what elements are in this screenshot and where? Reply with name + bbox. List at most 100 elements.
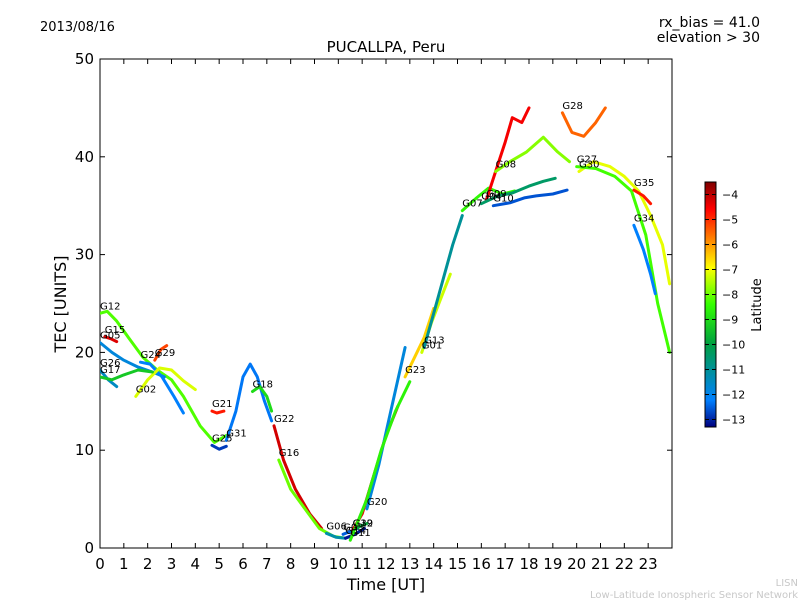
x-tick-label: 6 [238,555,248,573]
series-label-g08: G08 [496,160,516,171]
series-label-g09: G09 [486,189,506,200]
series-line-g31 [224,362,274,442]
series-line-g30 [577,160,672,286]
x-tick-label: 13 [400,555,419,573]
series-line-g22 [272,424,324,530]
series-line-g29 [153,344,169,362]
series-line-g28 [560,106,607,138]
colorbar-ticks: −4 −5 −6 −7 −8 −9 −10 −11 −12 −13 [705,189,745,427]
series-label-g26: G26 [100,358,120,369]
colorbar-tick-label: −8 [722,289,738,302]
series-label-g07: G07 [462,199,482,210]
x-tick-label: 10 [329,555,348,573]
series-line-g14 [344,526,366,540]
series-label-g27: G27 [577,155,597,166]
series-line-g35 [632,188,653,206]
series-layer [100,106,672,542]
colorbar-tick-label: −9 [722,314,738,327]
colorbar-tick-label: −10 [722,339,745,352]
series-label-g23: G23 [405,365,425,376]
x-tick-label: 9 [310,555,320,573]
x-tick-label: 12 [376,555,395,573]
series-line-g04 [479,176,557,206]
series-line-g27 [575,165,672,354]
series-label-g05: G05 [100,331,120,342]
series-label-g04: G04 [481,192,501,203]
x-tick-label: 7 [262,555,272,573]
x-tick-label: 2 [143,555,153,573]
x-tick-label: 18 [519,555,538,573]
series-line-g18 [251,385,274,413]
x-tick-label: 22 [615,555,634,573]
x-tick-label: 3 [167,555,177,573]
x-tick-label: 20 [567,555,586,573]
series-label-g10: G10 [493,194,513,205]
elevation-label: elevation > 30 [657,30,760,46]
y-axis-ticks: 0 10 20 30 40 50 [75,50,672,557]
series-label-g21: G21 [212,399,232,410]
x-tick-label: 19 [543,555,562,573]
series-line-g34 [632,223,657,296]
x-tick-label: 0 [95,555,105,573]
y-tick-label: 50 [75,50,94,68]
series-label-g17: G17 [100,365,120,376]
series-label-g16: G16 [279,448,299,459]
x-tick-label: 8 [286,555,296,573]
footer-lisn: LISN [776,578,798,589]
series-label-g15: G15 [105,325,125,336]
series-line-g11 [348,380,412,542]
footer-network: Low-Latitude Ionospheric Sensor Network [590,590,798,600]
series-label-g31: G31 [226,428,246,439]
series-label-g20: G20 [367,497,387,508]
y-tick-label: 0 [84,539,94,557]
series-line-g17 [100,368,154,382]
series-label-g35: G35 [634,178,654,189]
chart-title: PUCALLPA, Peru [327,38,446,56]
series-label-g32: G32 [353,518,373,529]
series-line-g23 [403,306,436,379]
x-tick-label: 4 [191,555,201,573]
rx-bias-label: rx_bias = 41.0 [659,15,760,31]
series-label-g14: G14 [346,526,366,537]
colorbar-tick-label: −4 [722,189,738,202]
y-axis-label: TEC [UNITS] [51,256,70,354]
series-line-g24 [139,360,185,415]
series-label-g34: G34 [634,213,654,224]
y-tick-label: 30 [75,246,94,264]
series-line-g13 [422,214,464,349]
y-tick-label: 20 [75,343,94,361]
x-tick-label: 11 [353,555,372,573]
date-label: 2013/08/16 [40,20,115,35]
series-label-g03: G03 [343,522,363,533]
series-line-g08 [494,135,571,173]
series-label-g06: G06 [326,521,346,532]
series-label-g01: G01 [422,340,442,351]
x-axis-label: Time [UT] [346,575,425,594]
series-line-g21 [210,409,226,415]
series-label-g24: G24 [141,350,161,361]
colorbar-tick-label: −13 [722,414,745,427]
colorbar-tick-label: −12 [722,389,745,402]
x-tick-label: 23 [639,555,658,573]
x-tick-label: 21 [591,555,610,573]
series-line-g09 [484,106,531,203]
x-tick-label: 15 [448,555,467,573]
x-tick-label: 14 [424,555,443,573]
colorbar-tick-label: −11 [722,364,745,377]
series-label-g25: G25 [212,433,232,444]
series-label-g18: G18 [253,380,273,391]
series-label-g29: G29 [155,348,175,359]
colorbar-tick-label: −6 [722,239,738,252]
y-tick-label: 10 [75,441,94,459]
y-tick-label: 40 [75,148,94,166]
series-label-g28: G28 [562,101,582,112]
series-label-g02: G02 [136,384,156,395]
x-tick-label: 16 [472,555,491,573]
colorbar-tick-label: −7 [722,264,738,277]
series-line-g15 [103,335,119,344]
colorbar [704,181,717,428]
colorbar-label: Latitude [750,278,765,332]
series-label-g22: G22 [274,414,294,425]
x-axis-ticks: 0 1 2 3 4 5 6 7 8 9 10 11 12 13 14 15 16 17 18 19 20 21 22 23 [95,59,658,573]
series-label-g13: G13 [424,336,444,347]
